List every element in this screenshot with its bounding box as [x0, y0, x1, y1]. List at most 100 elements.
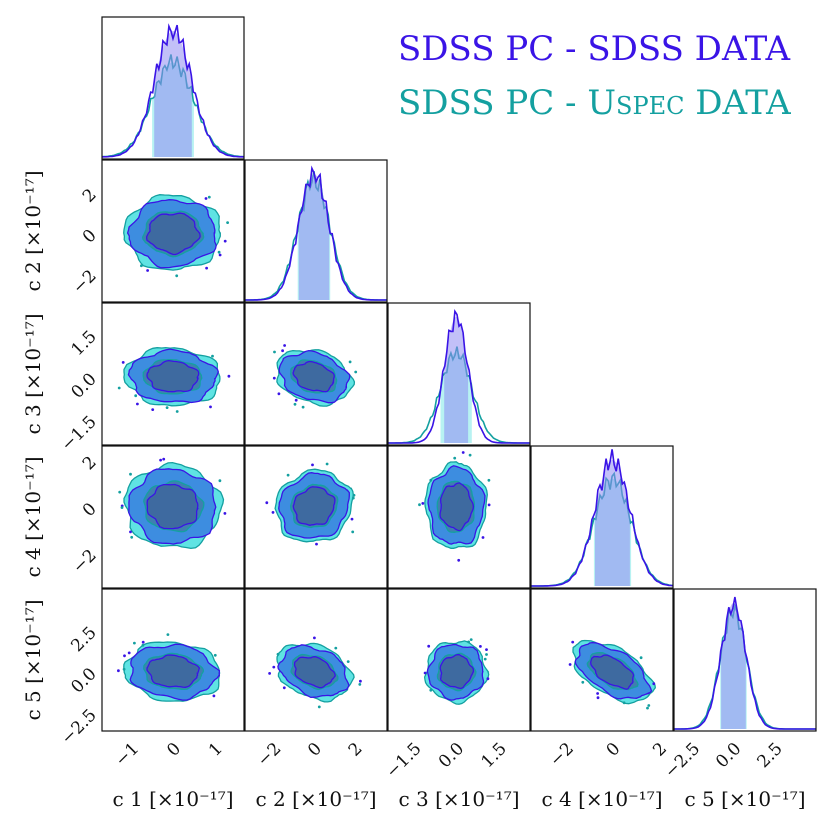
y-axis-label-4: c 4 [×10⁻¹⁷]: [21, 456, 45, 577]
legend-entry-1: SDSS PC - SDSS DATA: [398, 29, 790, 69]
outlier-point: [165, 406, 169, 409]
outlier-point: [351, 530, 355, 534]
outlier-point: [646, 706, 649, 710]
outlier-point: [346, 660, 350, 663]
outlier-point: [281, 349, 284, 353]
panel-4-1: [118, 457, 227, 550]
panel-frame: [387, 445, 531, 589]
outlier-point: [129, 530, 132, 534]
hist-fill-sdss-pc---sdss-data: [595, 460, 630, 586]
outlier-point: [272, 665, 276, 669]
outlier-point: [134, 394, 138, 398]
outlier-point: [487, 503, 491, 507]
outlier-point: [175, 410, 179, 413]
outlier-point: [283, 344, 286, 347]
outlier-point: [418, 503, 421, 507]
contour-inner-sdss: [439, 653, 475, 690]
contour-inner-sdss: [146, 359, 200, 393]
panel-frame: [530, 588, 674, 732]
outlier-point: [421, 502, 425, 505]
outlier-point: [122, 667, 126, 671]
outlier-point: [151, 408, 155, 411]
panel-frame: [244, 445, 388, 589]
panel-frame: [244, 302, 388, 446]
outlier-point: [457, 558, 461, 562]
x-axis-label-5: c 5 [×10⁻¹⁷]: [684, 787, 805, 811]
outlier-point: [166, 633, 170, 636]
outlier-point: [469, 638, 473, 641]
contour-inner-sdss: [146, 483, 199, 530]
legend-entry-2-prefix: SDSS PC -: [398, 83, 587, 123]
panel-5-4: [568, 639, 656, 710]
panel-frame: [530, 445, 674, 589]
y-tick-label: −2: [69, 546, 101, 578]
outlier-point: [223, 239, 227, 243]
contour-inner-sdss: [590, 654, 635, 690]
panel-3-2: [272, 344, 358, 409]
outlier-point: [120, 506, 124, 509]
outlier-point: [427, 644, 431, 648]
outlier-point: [273, 350, 276, 354]
panel-frame: [101, 302, 245, 446]
outlier-point: [117, 386, 121, 390]
outlier-point: [596, 692, 599, 695]
outlier-point: [581, 680, 585, 684]
x-tick-label: 2: [649, 739, 671, 761]
outlier-point: [121, 361, 125, 364]
outlier-point: [282, 686, 286, 690]
outlier-point: [647, 704, 651, 707]
outlier-point: [175, 274, 179, 278]
panel-5-1: [117, 633, 221, 702]
outlier-point: [159, 458, 163, 462]
outlier-point: [317, 705, 321, 709]
outlier-point: [485, 653, 488, 656]
outlier-point: [146, 269, 150, 272]
axis-labels: c 1 [×10⁻¹⁷] c 2 [×10⁻¹⁷] c 3 [×10⁻¹⁷] c 4 …: [21, 170, 806, 811]
y-tick-label: 0.0: [67, 369, 100, 402]
x-axis-label-2: c 2 [×10⁻¹⁷]: [255, 787, 376, 811]
outlier-point: [294, 398, 298, 402]
y-tick-label: −2: [69, 266, 101, 298]
contour-inner-sdss: [293, 656, 336, 689]
hist-line-sdss: [531, 449, 673, 587]
y-tick-label: 0: [79, 499, 101, 521]
outlier-point: [453, 456, 457, 460]
legend: SDSS PC - SDSS DATA SDSS PC - USPEC DATA: [398, 29, 791, 123]
panel-frame: [244, 588, 388, 732]
panel-4-3: [418, 451, 491, 562]
x-axis-label-4: c 4 [×10⁻¹⁷]: [541, 787, 662, 811]
panel-4-2: [265, 462, 356, 546]
panel-2-2: [245, 165, 387, 301]
outlier-point: [351, 496, 355, 500]
outlier-point: [358, 683, 362, 686]
x-tick-label: −2: [254, 739, 286, 771]
y-axis-label-3: c 3 [×10⁻¹⁷]: [21, 313, 45, 434]
y-tick-label: 2: [79, 185, 101, 207]
outlier-point: [354, 370, 358, 374]
x-tick-label: −1.5: [382, 739, 425, 782]
outlier-point: [136, 402, 139, 406]
outlier-point: [205, 266, 209, 270]
panel-frame: [244, 159, 388, 303]
outlier-point: [272, 376, 276, 380]
outlier-point: [315, 542, 318, 546]
contour-inner-sdss: [292, 486, 336, 526]
contour-inner-sdss: [292, 360, 335, 393]
panel-frame: [101, 159, 245, 303]
x-tick-label: −2: [546, 739, 578, 771]
outlier-point: [481, 536, 485, 539]
outlier-point: [268, 672, 271, 675]
hist-fill-sdss-pc---sdss-data: [154, 31, 192, 157]
outlier-point: [226, 221, 230, 225]
legend-entry-2-smallcaps: SPEC: [616, 92, 684, 120]
x-axis-label-3: c 3 [×10⁻¹⁷]: [398, 787, 519, 811]
x-tick-label: 0.0: [712, 739, 745, 772]
x-tick-label: 0: [603, 739, 625, 761]
outlier-point: [486, 677, 490, 681]
contour-inner-sdss: [146, 212, 201, 256]
outlier-point: [596, 696, 600, 700]
panel-3-3: [388, 308, 530, 444]
panel-5-3: [423, 638, 490, 705]
outlier-point: [223, 512, 227, 515]
